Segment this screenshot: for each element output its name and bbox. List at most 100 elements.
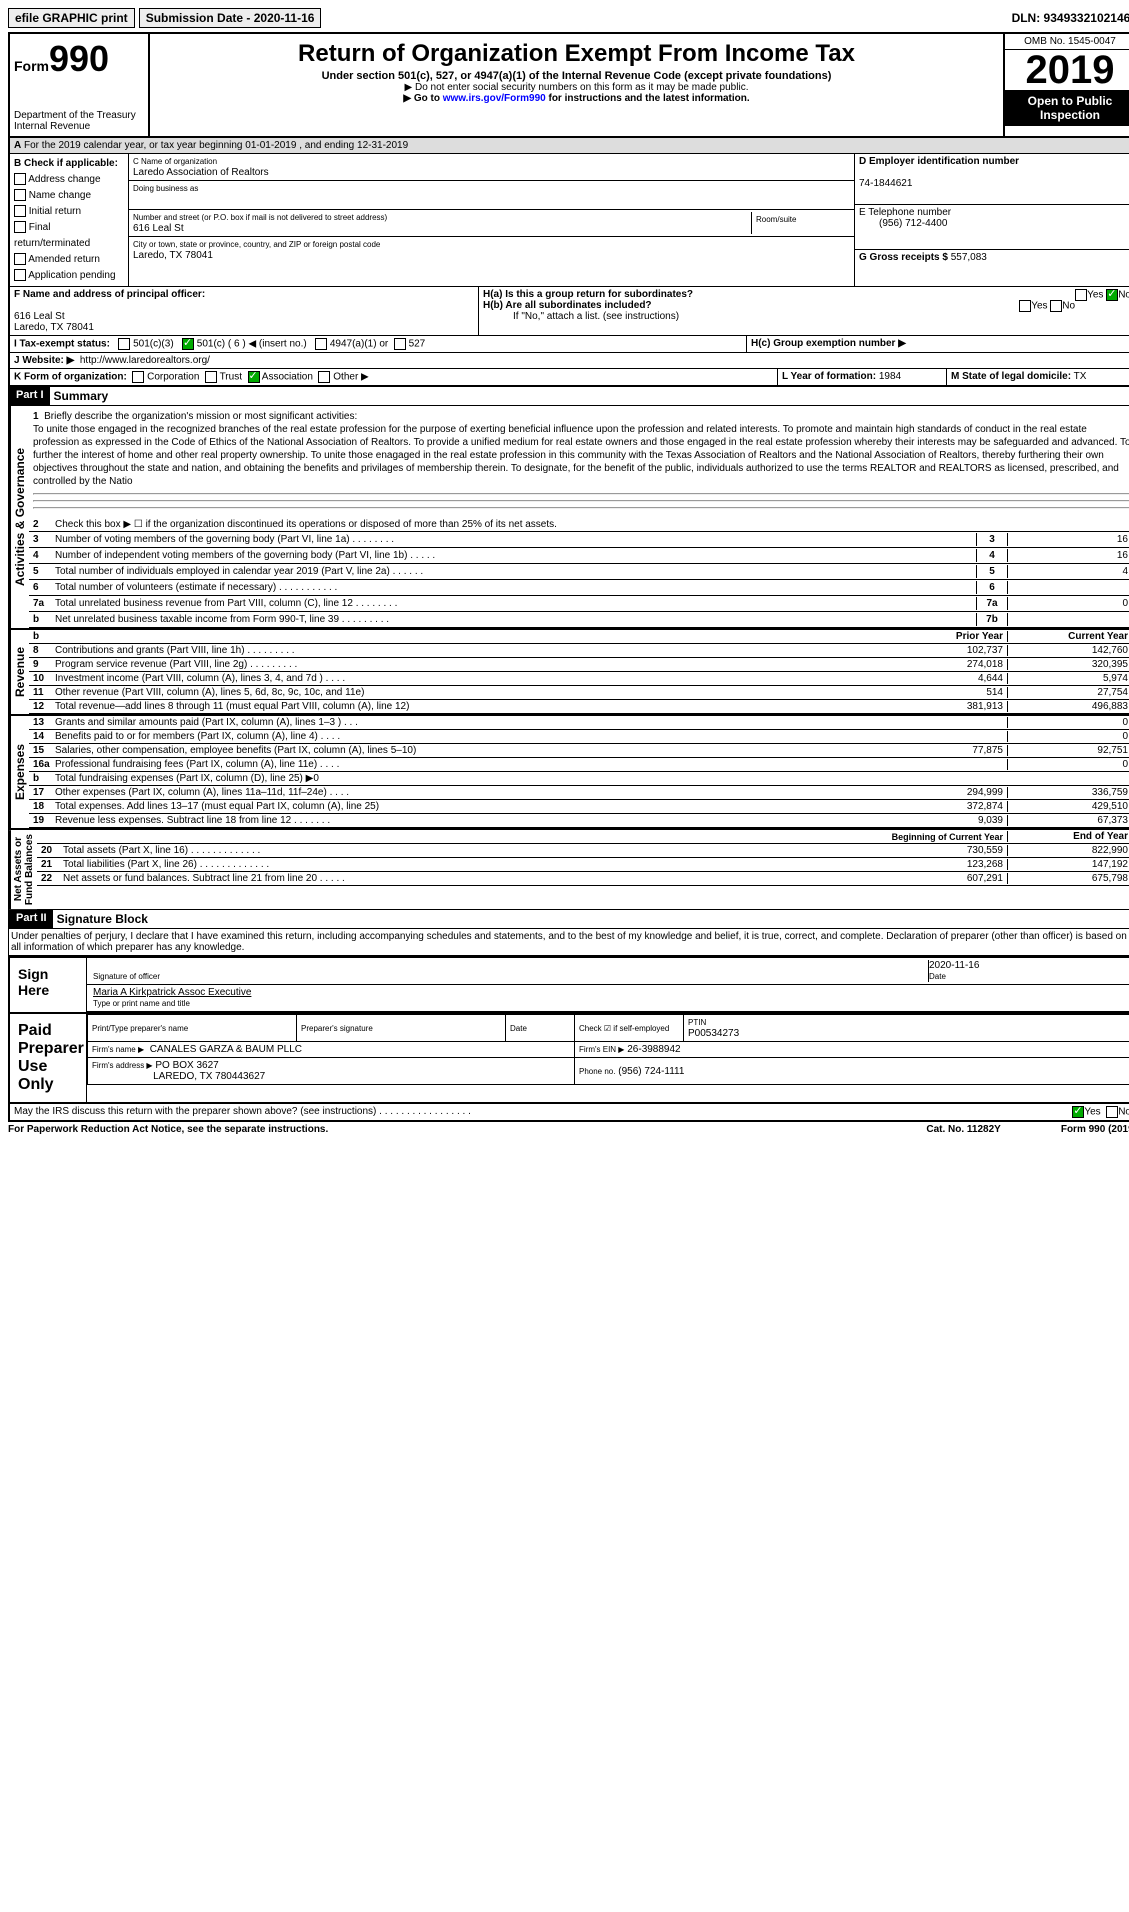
sig-officer-label: Signature of officer: [93, 972, 160, 981]
revenue-label: Revenue: [9, 630, 29, 714]
firm-name: CANALES GARZA & BAUM PLLC: [150, 1044, 302, 1055]
ha-yes: Yes: [1087, 290, 1103, 301]
line2-desc: Check this box ▶ ☐ if the organization d…: [55, 519, 1129, 530]
box-m-label: M State of legal domicile:: [951, 371, 1071, 382]
name-label: Type or print name and title: [93, 999, 190, 1008]
k-trust: Trust: [220, 372, 242, 383]
hb-no: No: [1062, 301, 1075, 312]
paid-preparer-label: Paid Preparer Use Only: [10, 1014, 87, 1102]
discuss-text: May the IRS discuss this return with the…: [14, 1106, 471, 1117]
part2-label: Part II: [10, 910, 53, 928]
tax-year: 2019: [1005, 50, 1129, 90]
sig-date: 2020-11-16: [929, 960, 979, 971]
box-hb: H(b) Are all subordinates included?: [483, 300, 652, 311]
hb-yes: Yes: [1031, 301, 1047, 312]
ptin-label: PTIN: [688, 1018, 706, 1027]
cat-no: Cat. No. 11282Y: [926, 1124, 1000, 1135]
discuss-yes: Yes: [1084, 1107, 1100, 1118]
cb-address: Address change: [28, 174, 100, 185]
paperwork-notice: For Paperwork Reduction Act Notice, see …: [8, 1124, 328, 1135]
form-title: Return of Organization Exempt From Incom…: [154, 40, 999, 68]
mission-label: Briefly describe the organization's miss…: [44, 411, 357, 422]
irs-label: Internal Revenue: [14, 121, 144, 132]
k-assoc: Association: [262, 372, 313, 383]
street-addr: 616 Leal St: [133, 223, 184, 234]
box-k-label: K Form of organization:: [14, 372, 127, 383]
efile-label: efile GRAPHIC print: [8, 8, 135, 28]
box-b-label: B Check if applicable:: [14, 158, 118, 169]
box-j-label: J Website: ▶: [14, 355, 74, 366]
form-footer: Form 990 (2019): [1061, 1124, 1129, 1135]
officer-addr2: Laredo, TX 78041: [14, 322, 94, 333]
submission-date: Submission Date - 2020-11-16: [139, 8, 322, 28]
end-year-hdr: End of Year: [1007, 831, 1129, 842]
mission-text: To unite those engaged in the recognized…: [33, 424, 1129, 487]
period-a: For the 2019 calendar year, or tax year …: [24, 140, 408, 151]
phone-val: (956) 712-4400: [859, 218, 947, 229]
dept-treasury: Department of the Treasury: [14, 110, 144, 121]
state-domicile: TX: [1074, 371, 1087, 382]
form-number: 990: [49, 38, 109, 79]
k-corp: Corporation: [147, 372, 199, 383]
addr-label: Number and street (or P.O. box if mail i…: [133, 213, 387, 222]
print-label: Print/Type preparer's name: [92, 1024, 188, 1033]
prior-year-hdr: Prior Year: [883, 631, 1007, 642]
website-val: http://www.laredorealtors.org/: [80, 355, 210, 366]
irs-link[interactable]: www.irs.gov/Form990: [443, 93, 546, 104]
expenses-label: Expenses: [9, 716, 29, 828]
firm-addr1: PO BOX 3627: [155, 1060, 218, 1071]
box-l-label: L Year of formation:: [782, 371, 876, 382]
cb-initial: Initial return: [29, 206, 81, 217]
city-label: City or town, state or province, country…: [133, 240, 380, 249]
part2-title: Signature Block: [53, 910, 152, 928]
penalty-text: Under penalties of perjury, I declare th…: [8, 928, 1129, 956]
part1-title: Summary: [50, 387, 113, 405]
activities-governance-label: Activities & Governance: [9, 406, 29, 628]
date-label: Date: [929, 972, 946, 981]
cb-pending: Application pending: [28, 270, 115, 281]
officer-addr1: 616 Leal St: [14, 311, 65, 322]
prep-date-label: Date: [510, 1024, 527, 1033]
dba-label: Doing business as: [133, 184, 198, 193]
box-d-label: D Employer identification number: [859, 156, 1019, 167]
box-e-label: E Telephone number: [859, 207, 951, 218]
goto-pre: ▶ Go to: [403, 93, 442, 104]
cb-name: Name change: [29, 190, 91, 201]
ptin-val: P00534273: [688, 1028, 739, 1039]
box-hc: H(c) Group exemption number ▶: [751, 338, 906, 349]
firm-phone: (956) 724-1111: [618, 1066, 684, 1077]
501c3: 501(c)(3): [133, 339, 174, 350]
room-label: Room/suite: [756, 215, 796, 224]
box-c-label: C Name of organization: [133, 157, 217, 166]
cb-final: Final return/terminated: [14, 222, 90, 249]
ssn-note: ▶ Do not enter social security numbers o…: [154, 82, 999, 93]
firm-ein: 26-3988942: [627, 1044, 680, 1055]
org-name: Laredo Association of Realtors: [133, 167, 269, 178]
dln: DLN: 93493321021460: [1012, 11, 1129, 25]
mission-num: 1: [33, 411, 39, 422]
prep-sig-label: Preparer's signature: [301, 1024, 373, 1033]
ein-val: 74-1844621: [859, 178, 912, 189]
year-formation: 1984: [879, 371, 901, 382]
box-hb2: If "No," attach a list. (see instruction…: [483, 311, 1129, 322]
form-subtitle: Under section 501(c), 527, or 4947(a)(1)…: [154, 70, 999, 82]
box-g-label: G Gross receipts $: [859, 252, 948, 263]
firm-name-label: Firm's name ▶: [92, 1045, 144, 1054]
firm-phone-label: Phone no.: [579, 1067, 615, 1076]
k-other: Other ▶: [333, 372, 368, 383]
firm-addr2: LAREDO, TX 780443627: [153, 1071, 265, 1082]
net-assets-label: Net Assets orFund Balances: [9, 830, 37, 909]
officer-name: Maria A Kirkpatrick Assoc Executive: [93, 987, 251, 998]
box-ha: H(a) Is this a group return for subordin…: [483, 289, 693, 300]
inspection: Inspection: [1040, 108, 1100, 122]
cb-amended: Amended return: [28, 254, 100, 265]
sign-here-label: Sign Here: [10, 958, 87, 1012]
form-prefix: Form: [14, 58, 49, 74]
box-f-label: F Name and address of principal officer:: [14, 289, 205, 300]
box-i-label: I Tax-exempt status:: [14, 339, 110, 350]
527: 527: [409, 339, 426, 350]
firm-ein-label: Firm's EIN ▶: [579, 1045, 624, 1054]
city-val: Laredo, TX 78041: [133, 250, 213, 261]
open-public: Open to Public: [1028, 94, 1113, 108]
501c: 501(c) ( 6 ) ◀ (insert no.): [197, 339, 307, 350]
